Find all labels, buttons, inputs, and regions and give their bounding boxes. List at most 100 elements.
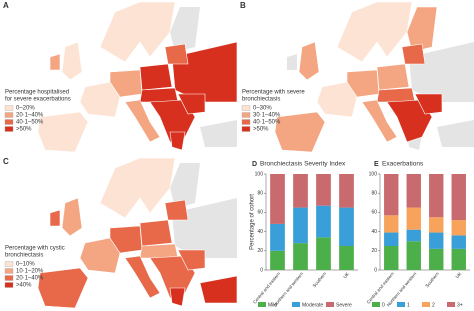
x-tick-label: UK: [342, 271, 350, 279]
legend-swatch: [4, 261, 14, 267]
legend-label: 30·1–40%: [253, 113, 281, 119]
legend-title: Percentage with cystic: [5, 246, 65, 252]
bar-segment: [316, 205, 331, 238]
legend-swatch: [4, 112, 14, 118]
legend-label: Severe: [336, 302, 352, 308]
legend-swatch: [326, 302, 334, 307]
bar-segment: [384, 232, 399, 246]
bar-segment: [451, 235, 466, 249]
legend-label: >40%: [16, 283, 32, 289]
y-tick-label: 100: [255, 171, 264, 177]
legend-label: 3+: [457, 302, 463, 308]
legend-swatch: [397, 302, 405, 307]
legend-label: Moderate: [302, 302, 323, 308]
legend-label: 1: [407, 302, 410, 308]
chart-title: Bronchiectasis Severity Index: [260, 161, 346, 168]
y-tick-label: 80: [257, 191, 263, 197]
legend-label: 0: [382, 302, 385, 308]
panel-label: B: [240, 1, 246, 10]
y-tick-label: 20: [371, 248, 377, 254]
legend-title: for severe exacerbations: [5, 97, 71, 103]
y-tick-label: 60: [257, 210, 263, 216]
bar-segment: [384, 215, 399, 233]
map-c: [37, 157, 238, 309]
map-b: [274, 1, 474, 153]
bar-segment: [384, 174, 399, 216]
bar-segment: [316, 174, 331, 206]
panel-label: C: [3, 157, 9, 166]
legend-swatch: [241, 105, 251, 111]
bar-segment: [270, 174, 285, 224]
legend-swatch: [292, 302, 300, 307]
legend-label: 20·1–40%: [16, 276, 44, 282]
y-tick-label: 40: [257, 229, 263, 235]
y-tick-label: 40: [371, 229, 377, 235]
panel-label: A: [3, 1, 9, 10]
bar-segment: [339, 207, 354, 246]
y-tick-label: 0: [374, 267, 377, 273]
legend-swatch: [4, 282, 14, 288]
bar-segment: [339, 246, 354, 270]
bar-segment: [384, 246, 399, 270]
y-tick-label: 0: [260, 267, 263, 273]
legend-swatch: [241, 112, 251, 118]
legend-title: Percentage hospitalised: [5, 90, 69, 96]
legend-label: 0–20%: [16, 106, 35, 112]
legend-swatch: [4, 105, 14, 111]
legend-label: 40·1–50%: [253, 120, 281, 126]
legend-swatch: [4, 126, 14, 132]
bar-segment: [429, 217, 444, 233]
legend-label: >50%: [253, 127, 269, 133]
bar-segment: [451, 248, 466, 270]
bar-segment: [316, 237, 331, 270]
bar-segment: [406, 241, 421, 270]
bar-segment: [451, 174, 466, 221]
legend-swatch: [4, 119, 14, 125]
bar-segment: [406, 174, 421, 208]
bar-segment: [406, 207, 421, 230]
legend-label: 2: [432, 302, 435, 308]
y-tick-label: 80: [371, 191, 377, 197]
legend-swatch: [4, 275, 14, 281]
legend-title: bronchiectasis: [5, 253, 43, 259]
legend-label: Mild: [268, 302, 277, 308]
legend-label: 0–30%: [253, 106, 272, 112]
bar-segment: [406, 229, 421, 242]
bar-segment: [270, 250, 285, 270]
bar-segment: [293, 207, 308, 244]
legend-swatch: [422, 302, 430, 307]
x-tick-label: Southern: [312, 271, 328, 289]
bar-segment: [429, 174, 444, 218]
legend-swatch: [241, 126, 251, 132]
y-tick-label: 60: [371, 210, 377, 216]
legend-swatch: [4, 268, 14, 274]
legend-label: 20·1–40%: [16, 113, 44, 119]
bar-segment: [293, 174, 308, 208]
y-axis-label: Percentage of cohort: [250, 194, 256, 250]
legend-label: 0–10%: [16, 262, 35, 268]
map-a: [37, 1, 238, 153]
x-tick-label: UK: [455, 271, 463, 279]
legend-label: >50%: [16, 127, 32, 133]
legend-label: 40·1–50%: [16, 120, 44, 126]
x-tick-label: Southern: [424, 271, 440, 289]
legend-swatch: [372, 302, 380, 307]
legend-swatch: [241, 119, 251, 125]
legend-label: 10·1–20%: [16, 269, 44, 275]
y-tick-label: 100: [369, 171, 378, 177]
bar-segment: [429, 232, 444, 249]
legend-title: bronchiectasis: [242, 97, 280, 103]
legend-swatch: [258, 302, 266, 307]
chart-title: Exacerbations: [382, 161, 424, 168]
bar-segment: [293, 243, 308, 270]
bar-segment: [451, 220, 466, 236]
panel-label: E: [374, 161, 379, 168]
bar-segment: [339, 174, 354, 208]
y-tick-label: 20: [257, 248, 263, 254]
legend-title: Percentage with severe: [242, 90, 305, 96]
bar-segment: [429, 248, 444, 270]
panel-label: D: [252, 161, 257, 168]
bar-segment: [270, 223, 285, 251]
legend-swatch: [447, 302, 455, 307]
